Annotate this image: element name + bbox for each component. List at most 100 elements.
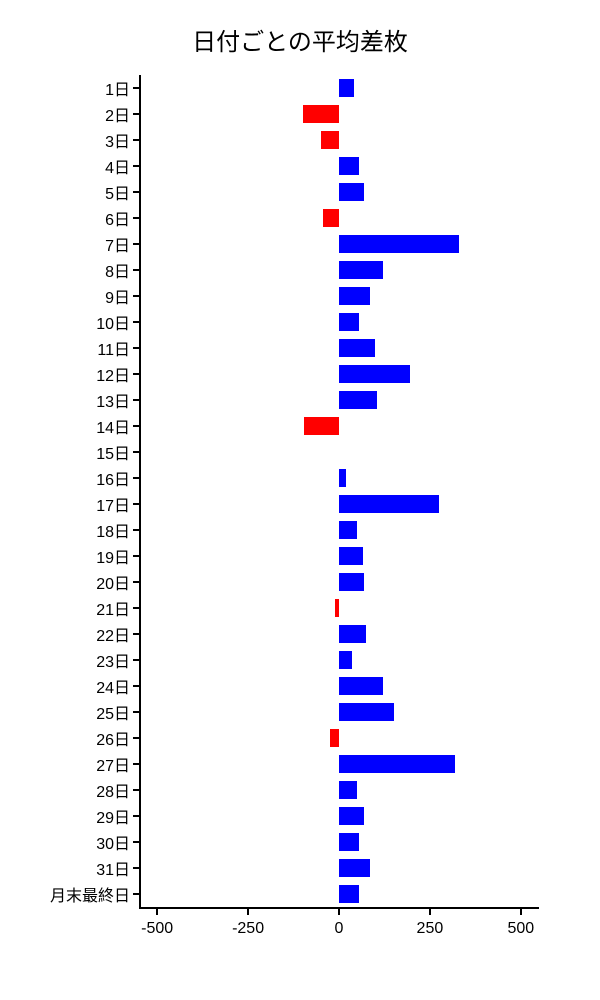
y-axis-label: 18日 bbox=[96, 518, 130, 542]
y-axis-tick bbox=[133, 87, 141, 89]
bar bbox=[339, 235, 459, 253]
y-axis-tick bbox=[133, 217, 141, 219]
bar bbox=[339, 807, 364, 825]
bar bbox=[304, 417, 339, 435]
bar bbox=[339, 495, 439, 513]
y-axis-line bbox=[139, 75, 141, 907]
y-axis-tick bbox=[133, 711, 141, 713]
y-axis-tick bbox=[133, 555, 141, 557]
y-axis-label: 15日 bbox=[96, 440, 130, 464]
x-axis-tick bbox=[338, 907, 340, 915]
x-axis-label: 250 bbox=[417, 920, 444, 938]
y-axis-tick bbox=[133, 477, 141, 479]
y-axis-label: 29日 bbox=[96, 804, 130, 828]
bar bbox=[339, 833, 359, 851]
y-axis-label: 5日 bbox=[105, 180, 130, 204]
bar bbox=[335, 599, 339, 617]
y-axis-tick bbox=[133, 503, 141, 505]
y-axis-tick bbox=[133, 659, 141, 661]
y-axis-tick bbox=[133, 581, 141, 583]
bar bbox=[339, 79, 354, 97]
y-axis-tick bbox=[133, 737, 141, 739]
bar bbox=[339, 677, 383, 695]
y-axis-label: 27日 bbox=[96, 752, 130, 776]
y-axis-tick bbox=[133, 607, 141, 609]
bar bbox=[330, 729, 339, 747]
bar bbox=[339, 313, 359, 331]
y-axis-tick bbox=[133, 529, 141, 531]
bar bbox=[339, 391, 377, 409]
y-axis-tick bbox=[133, 347, 141, 349]
bar bbox=[339, 755, 455, 773]
y-axis-tick bbox=[133, 399, 141, 401]
y-axis-label: 25日 bbox=[96, 700, 130, 724]
y-axis-tick bbox=[133, 425, 141, 427]
bar bbox=[339, 287, 370, 305]
bar bbox=[339, 157, 359, 175]
bar bbox=[339, 521, 357, 539]
y-axis-tick bbox=[133, 191, 141, 193]
x-axis-label: -500 bbox=[141, 920, 173, 938]
y-axis-label: 24日 bbox=[96, 674, 130, 698]
y-axis-tick bbox=[133, 139, 141, 141]
y-axis-label: 2日 bbox=[105, 102, 130, 126]
y-axis-label: 8日 bbox=[105, 258, 130, 282]
y-axis-tick bbox=[133, 113, 141, 115]
bar bbox=[339, 365, 410, 383]
y-axis-label: 30日 bbox=[96, 830, 130, 854]
y-axis-label: 20日 bbox=[96, 570, 130, 594]
bar bbox=[339, 547, 363, 565]
x-axis-label: 500 bbox=[507, 920, 534, 938]
bar bbox=[303, 105, 339, 123]
y-axis-tick bbox=[133, 373, 141, 375]
y-axis-label: 12日 bbox=[96, 362, 130, 386]
y-axis-label: 19日 bbox=[96, 544, 130, 568]
y-axis-tick bbox=[133, 867, 141, 869]
y-axis-label: 14日 bbox=[96, 414, 130, 438]
y-axis-label: 21日 bbox=[96, 596, 130, 620]
y-axis-tick bbox=[133, 841, 141, 843]
y-axis-tick bbox=[133, 763, 141, 765]
bar bbox=[339, 183, 364, 201]
y-axis-tick bbox=[133, 633, 141, 635]
bar bbox=[339, 703, 394, 721]
y-axis-label: 16日 bbox=[96, 466, 130, 490]
x-axis-label: -250 bbox=[232, 920, 264, 938]
bar bbox=[339, 339, 375, 357]
y-axis-tick bbox=[133, 789, 141, 791]
y-axis-label: 6日 bbox=[105, 206, 130, 230]
bar bbox=[321, 131, 339, 149]
bar bbox=[339, 859, 370, 877]
x-axis-tick bbox=[247, 907, 249, 915]
y-axis-label: 1日 bbox=[105, 76, 130, 100]
x-axis-tick bbox=[156, 907, 158, 915]
y-axis-label: 10日 bbox=[96, 310, 130, 334]
chart-title: 日付ごとの平均差枚 bbox=[0, 22, 600, 57]
y-axis-label: 28日 bbox=[96, 778, 130, 802]
y-axis-label: 23日 bbox=[96, 648, 130, 672]
y-axis-label: 4日 bbox=[105, 154, 130, 178]
bar bbox=[339, 469, 346, 487]
bar bbox=[339, 573, 364, 591]
y-axis-label: 17日 bbox=[96, 492, 130, 516]
y-axis-label: 26日 bbox=[96, 726, 130, 750]
y-axis-tick bbox=[133, 321, 141, 323]
y-axis-label: 9日 bbox=[105, 284, 130, 308]
y-axis-tick bbox=[133, 243, 141, 245]
y-axis-label: 7日 bbox=[105, 232, 130, 256]
y-axis-label: 13日 bbox=[96, 388, 130, 412]
y-axis-tick bbox=[133, 295, 141, 297]
y-axis-tick bbox=[133, 815, 141, 817]
x-axis-tick bbox=[429, 907, 431, 915]
y-axis-tick bbox=[133, 893, 141, 895]
y-axis-label: 22日 bbox=[96, 622, 130, 646]
chart-container: 日付ごとの平均差枚 1日2日3日4日5日6日7日8日9日10日11日12日13日… bbox=[0, 0, 600, 1000]
x-axis-tick bbox=[520, 907, 522, 915]
y-axis-tick bbox=[133, 685, 141, 687]
bar bbox=[339, 625, 366, 643]
y-axis-tick bbox=[133, 451, 141, 453]
y-axis-tick bbox=[133, 165, 141, 167]
y-axis-label: 11日 bbox=[97, 336, 130, 360]
bar bbox=[339, 261, 383, 279]
y-axis-tick bbox=[133, 269, 141, 271]
